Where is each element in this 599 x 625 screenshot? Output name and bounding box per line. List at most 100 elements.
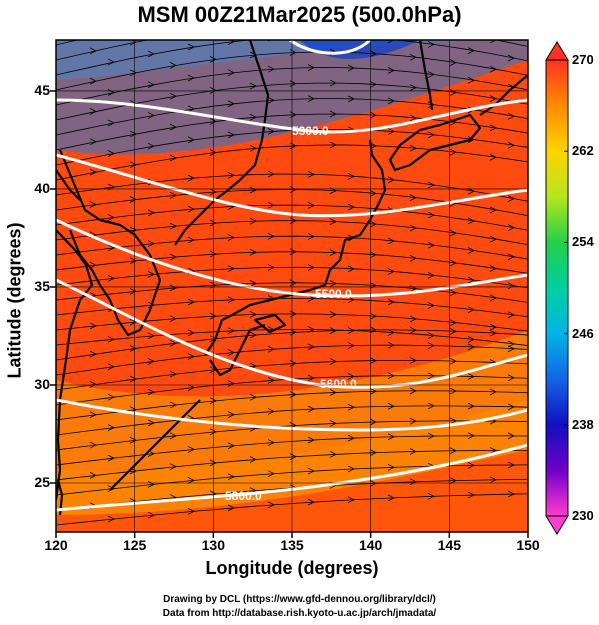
streamline-arrow — [347, 203, 355, 211]
streamline-arrow — [507, 461, 515, 469]
streamline-arrow — [467, 217, 475, 225]
streamline-arrow — [427, 131, 435, 139]
streamline-arrow — [107, 454, 115, 462]
streamline-arrow — [267, 264, 275, 271]
streamline-arrow — [169, 284, 177, 292]
streamline — [56, 493, 528, 526]
contour-line — [289, 40, 372, 55]
streamline-arrow — [329, 420, 337, 427]
colorbar-min-arrow — [545, 515, 569, 535]
streamline-arrow — [369, 387, 377, 395]
streamline-arrow — [210, 25, 216, 31]
streamline-arrow — [249, 280, 257, 287]
streamline-arrow — [409, 224, 417, 232]
streamline-arrow — [107, 89, 115, 96]
streamline-arrow — [209, 250, 217, 258]
streamline-arrow — [89, 441, 97, 449]
streamline-arrow — [409, 285, 417, 292]
streamline-arrow — [449, 387, 457, 395]
streamline-arrow — [107, 214, 115, 221]
streamline-arrow — [307, 467, 315, 475]
contour-label: 5800.0 — [225, 489, 262, 503]
streamline-arrow — [170, 32, 176, 38]
streamline-arrow — [489, 476, 497, 484]
axis-ticks — [50, 90, 529, 538]
streamline-arrow — [148, 20, 154, 26]
streamline-arrow — [387, 67, 395, 74]
streamline-arrow — [89, 381, 97, 388]
streamline-arrow — [467, 432, 475, 440]
streamline-arrow — [369, 111, 377, 119]
streamline-arrow — [209, 428, 217, 436]
streamline-arrow — [107, 58, 115, 66]
streamline-arrow — [249, 217, 257, 225]
streamline-arrow — [187, 507, 195, 515]
streamline-arrow — [249, 186, 257, 194]
streamline-arrow — [507, 224, 515, 232]
streamline-arrow — [249, 82, 257, 90]
contour-line — [56, 98, 528, 134]
streamline-arrow — [89, 261, 97, 269]
streamline-arrow — [107, 393, 115, 401]
streamline-arrow — [409, 53, 417, 61]
streamline-arrow — [387, 268, 395, 275]
streamline-arrow — [449, 447, 457, 455]
streamline-arrow — [347, 64, 355, 72]
streamline-arrow — [147, 450, 155, 457]
streamline-arrow — [489, 323, 497, 331]
streamline-arrow — [329, 280, 337, 287]
streamline-arrow — [329, 79, 337, 87]
streamline-arrow — [489, 40, 497, 44]
streamline-arrow — [187, 329, 195, 337]
streamline-arrow — [409, 114, 417, 122]
streamline-arrow — [348, 3, 354, 9]
streamline-arrow — [507, 141, 515, 149]
y-tick-label: 25 — [34, 473, 50, 490]
colorbar-tick-label: 230 — [572, 508, 594, 523]
streamline-arrow — [307, 95, 315, 102]
streamline-arrow — [508, 26, 514, 32]
streamline-arrow — [489, 265, 497, 272]
streamline-arrow — [347, 95, 355, 103]
streamline-arrow — [268, 4, 274, 10]
streamline-arrow — [90, 18, 96, 24]
streamline-arrow — [307, 498, 315, 506]
streamline-arrow — [147, 419, 155, 427]
streamline-arrow — [387, 329, 395, 336]
streamline-arrow — [467, 76, 475, 84]
streamline — [56, 390, 528, 421]
streamline-arrow — [169, 123, 177, 131]
streamline-arrow — [410, 24, 416, 30]
streamline-arrow — [107, 515, 115, 523]
streamline-arrow — [267, 470, 275, 478]
streamline-arrow — [387, 298, 395, 306]
streamline-arrow — [387, 237, 395, 245]
streamline-arrow — [129, 318, 137, 326]
streamline-arrow — [370, 20, 376, 26]
streamline-arrow — [89, 472, 97, 479]
streamline-arrow — [489, 124, 497, 132]
streamline — [56, 204, 528, 231]
streamline-arrow — [347, 465, 355, 473]
streamline-arrow — [409, 387, 417, 395]
streamline-arrow — [107, 335, 115, 343]
streamline-arrow — [267, 376, 275, 384]
streamline-arrow — [170, 1, 176, 7]
streamline-arrow — [468, 18, 474, 24]
streamline-arrow — [187, 477, 195, 484]
streamline-arrow — [369, 479, 377, 487]
streamline — [56, 450, 528, 481]
streamline-arrow — [329, 249, 337, 256]
streamline-arrow — [227, 100, 235, 108]
streamline-arrow — [187, 205, 195, 213]
x-tick-label: 135 — [280, 537, 304, 553]
streamline-arrow — [147, 209, 155, 217]
streamline-arrow — [467, 343, 475, 351]
streamline — [56, 98, 528, 136]
streamline-arrow — [169, 253, 177, 261]
streamline — [56, 329, 528, 346]
streamline-arrow — [467, 373, 475, 380]
streamline-arrow — [387, 402, 395, 410]
streamline-arrow — [330, 18, 336, 24]
streamline-arrow — [89, 168, 97, 176]
